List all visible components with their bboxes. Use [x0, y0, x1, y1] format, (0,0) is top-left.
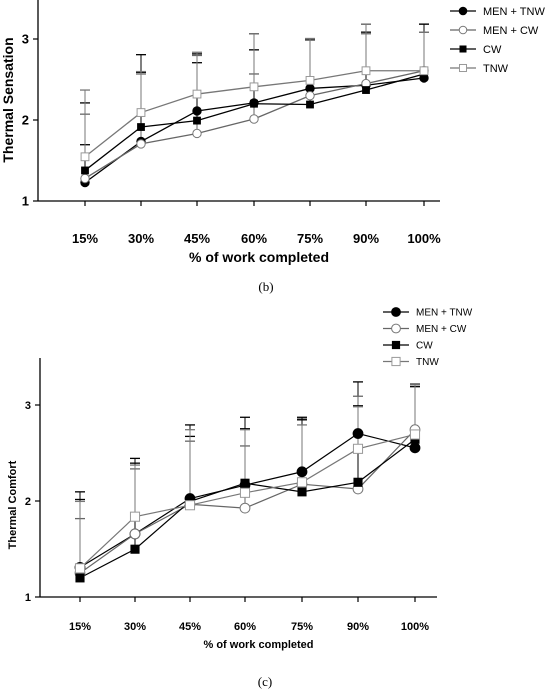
x-tick-label: 45% — [179, 621, 201, 633]
x-tick-label: 15% — [69, 621, 91, 633]
data-point — [419, 66, 429, 76]
y-tick-label: 2 — [22, 113, 29, 128]
series-line — [79, 433, 416, 569]
y-axis-label: Thermal Comfort — [7, 460, 19, 549]
data-point — [192, 89, 202, 99]
legend-label: TNW — [483, 63, 509, 75]
x-tick-label: 60% — [241, 231, 267, 246]
legend-label: MEN + CW — [416, 324, 467, 335]
data-point — [297, 487, 307, 497]
data-point — [184, 500, 196, 511]
legend-label: CW — [416, 341, 433, 352]
data-point — [193, 116, 201, 125]
data-point — [250, 99, 258, 108]
x-axis-label: % of work completed — [203, 639, 313, 651]
data-point — [352, 428, 364, 439]
data-point — [74, 563, 86, 574]
data-point — [361, 66, 371, 76]
x-tick-label: 75% — [297, 231, 323, 246]
data-point — [296, 477, 308, 488]
legend-marker — [391, 356, 401, 367]
chart-thermal-comfort: 1 2 3 15% 30% 45% 60% 75% 90% 100% % of work compl… — [7, 307, 473, 689]
series-line — [79, 432, 416, 568]
chart-thermal-sensation: 1 2 3 15% 30% 45% 60% 75% 90% 100% % of work compl… — [0, 0, 545, 294]
y-tick-label: 1 — [25, 592, 31, 604]
y-tick-label: 3 — [22, 32, 29, 47]
legend-label: CW — [483, 44, 502, 56]
data-point — [306, 100, 314, 109]
y-tick-label: 2 — [25, 496, 31, 508]
legend-label: MEN + CW — [483, 25, 539, 37]
legend-label: MEN + TNW — [483, 6, 545, 18]
legend-marker — [391, 323, 401, 334]
x-tick-label: 90% — [353, 231, 379, 246]
legend-marker — [391, 307, 401, 317]
data-point — [192, 128, 202, 139]
data-point — [75, 573, 85, 583]
legend-marker — [458, 63, 468, 73]
data-point — [296, 466, 308, 478]
data-point — [239, 487, 251, 498]
data-point — [136, 139, 146, 149]
data-point — [249, 114, 259, 124]
x-tick-label: 75% — [291, 621, 313, 633]
data-point — [352, 443, 364, 454]
data-point — [129, 528, 141, 540]
x-tick-label: 100% — [407, 231, 441, 246]
data-point — [81, 166, 89, 175]
data-point — [240, 478, 250, 488]
data-point — [80, 152, 90, 162]
panel-label: (b) — [258, 279, 273, 294]
panel-label: (c) — [258, 674, 272, 689]
data-point — [305, 76, 315, 85]
data-point — [249, 82, 259, 92]
data-point — [137, 123, 145, 131]
legend-marker — [459, 45, 467, 53]
y-tick-label: 1 — [22, 194, 29, 209]
data-point — [130, 544, 140, 554]
data-point — [129, 511, 141, 522]
legend-label: TNW — [416, 357, 439, 368]
x-tick-label: 60% — [234, 621, 256, 633]
data-point — [362, 86, 370, 94]
legend-marker — [458, 25, 468, 35]
legend-label: MEN + TNW — [416, 308, 473, 319]
x-tick-label: 30% — [128, 231, 154, 246]
x-tick-label: 30% — [124, 621, 146, 633]
x-tick-label: 45% — [184, 231, 210, 246]
data-point — [192, 106, 202, 116]
y-axis-label: Thermal Sensation — [0, 37, 16, 162]
x-tick-label: 90% — [347, 621, 369, 633]
data-point — [136, 108, 146, 117]
x-axis-label: % of work completed — [189, 249, 329, 265]
legend-marker — [458, 6, 468, 16]
legend-marker — [391, 340, 401, 350]
x-tick-label: 100% — [401, 621, 429, 633]
y-tick-label: 3 — [25, 400, 31, 412]
data-point — [353, 477, 363, 487]
x-tick-label: 15% — [72, 231, 98, 246]
data-point — [305, 90, 315, 101]
data-point — [409, 429, 421, 440]
data-point — [80, 173, 90, 184]
data-point — [409, 442, 421, 454]
data-point — [239, 502, 251, 514]
